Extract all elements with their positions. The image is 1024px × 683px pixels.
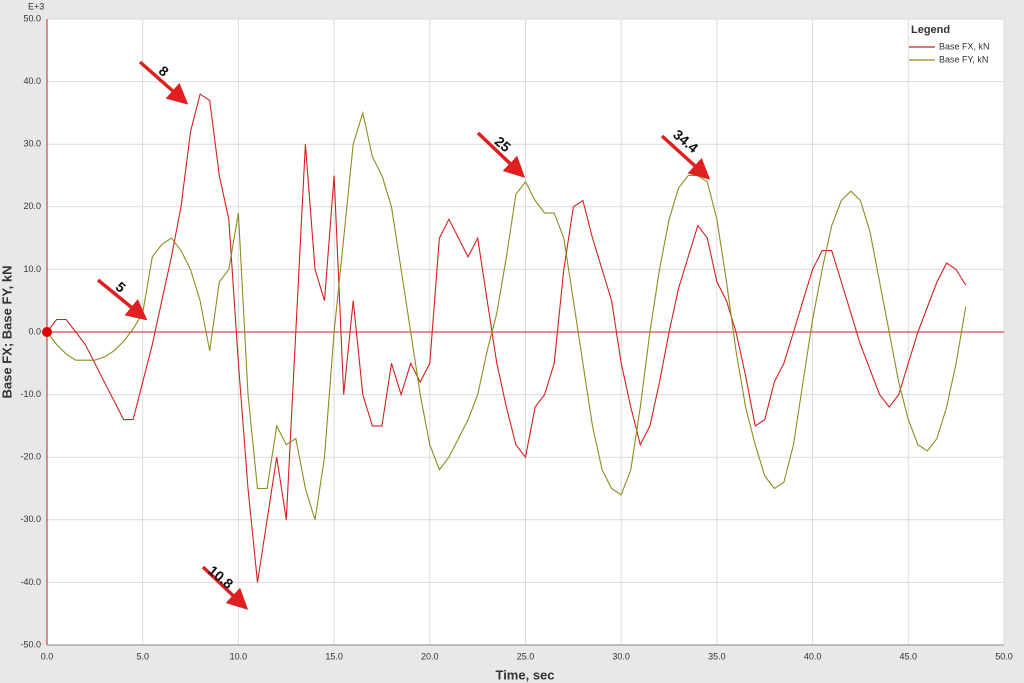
y-tick-label: -40.0	[20, 577, 41, 587]
y-tick-label: 0.0	[28, 326, 41, 336]
y-tick-label: 40.0	[23, 76, 41, 86]
y-tick-label: 50.0	[23, 13, 41, 23]
series-line	[46, 93, 967, 583]
legend-label: Base FX, kN	[939, 41, 990, 51]
annotation-arrow	[96, 278, 148, 321]
x-tick-label: 35.0	[708, 651, 726, 661]
legend-label: Base FY, kN	[939, 54, 988, 64]
y-axis-label: Base FX; Base FY, kN	[0, 266, 14, 399]
annotation-arrow	[201, 565, 249, 610]
legend-title: Legend	[911, 24, 950, 36]
y-tick-label: 20.0	[23, 201, 41, 211]
annotation-arrow	[138, 60, 189, 105]
y-tick-label: 10.0	[23, 264, 41, 274]
y-tick-label: -30.0	[20, 514, 41, 524]
x-tick-label: 50.0	[995, 651, 1013, 661]
x-tick-label: 5.0	[136, 651, 149, 661]
x-tick-label: 10.0	[230, 651, 248, 661]
y-tick-label: -50.0	[20, 639, 41, 649]
x-tick-label: 0.0	[41, 651, 54, 661]
x-tick-label: 20.0	[421, 651, 439, 661]
y-tick-label: -10.0	[20, 389, 41, 399]
x-tick-label: 30.0	[612, 651, 630, 661]
y-tick-label: 30.0	[23, 139, 41, 149]
x-tick-label: 45.0	[900, 651, 918, 661]
x-tick-label: 25.0	[517, 651, 535, 661]
x-tick-label: 40.0	[804, 651, 822, 661]
y-multiplier: E+3	[28, 1, 44, 11]
series-line	[46, 110, 967, 520]
origin-dot	[42, 327, 52, 337]
annotation-arrow	[660, 134, 711, 180]
x-tick-label: 15.0	[325, 651, 343, 661]
annotation-arrow	[476, 131, 526, 178]
y-tick-label: -20.0	[20, 452, 41, 462]
x-axis-label: Time, sec	[495, 667, 554, 682]
